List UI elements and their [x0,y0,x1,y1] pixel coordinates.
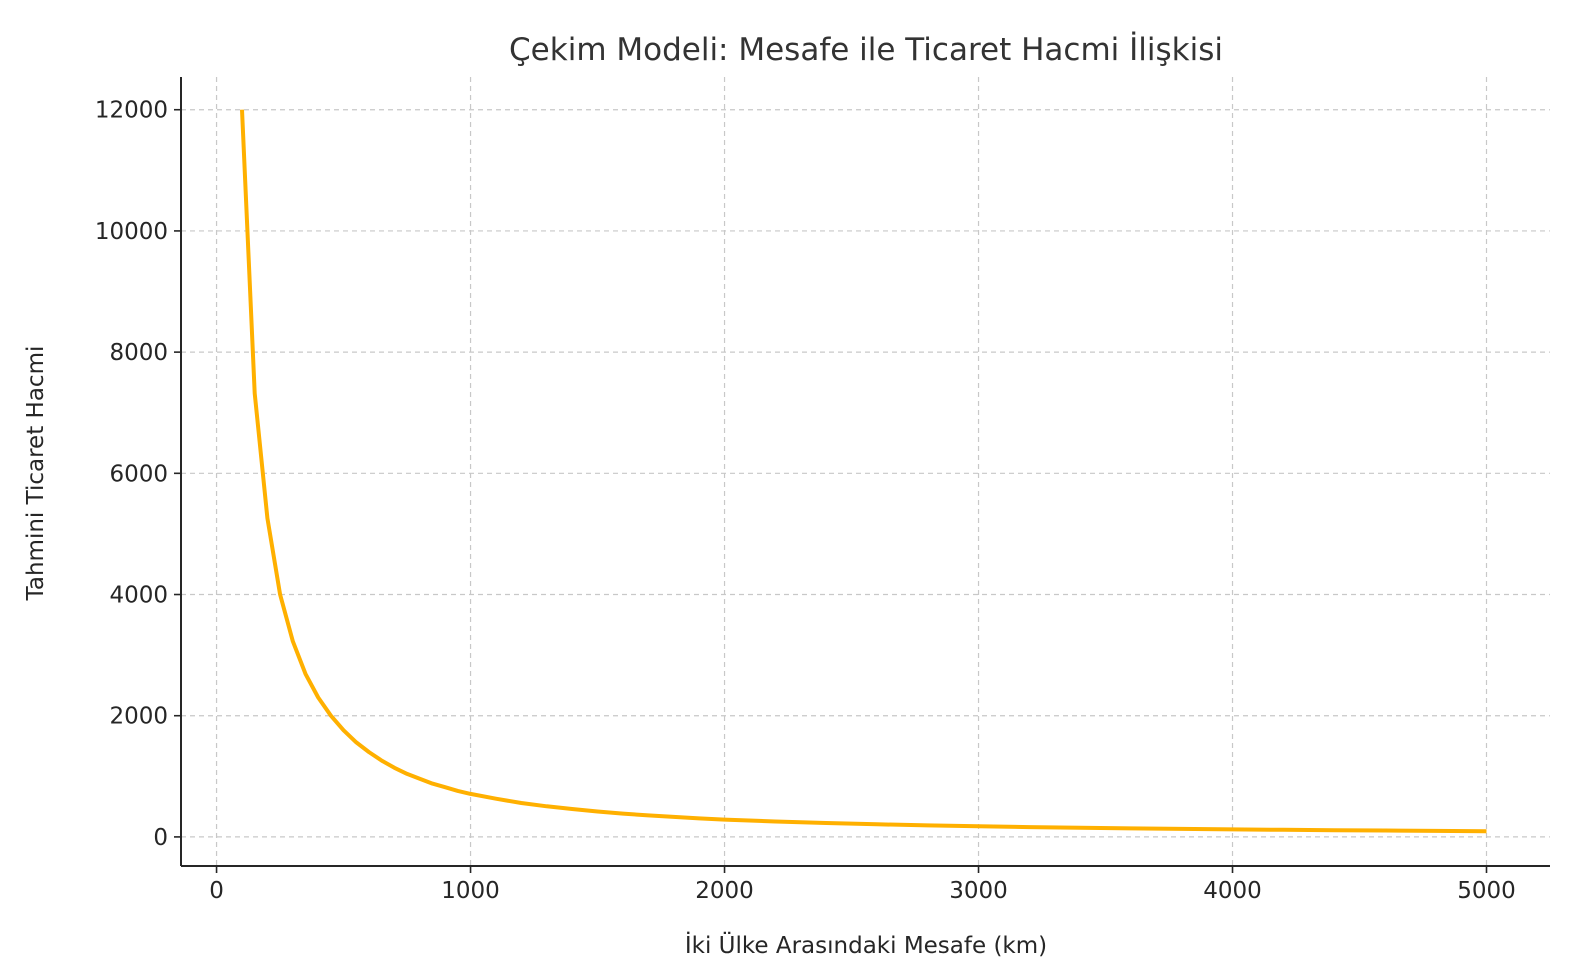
x-axis-label: İki Ülke Arasındaki Mesafe (km) [685,931,1047,959]
y-tick-label: 10000 [95,219,168,245]
y-tick-label: 2000 [109,704,168,730]
axes: 0 1000 2000 3000 4000 5000 0 2000 4000 6000 8000 10… [95,77,1550,904]
x-tick-label: 2000 [695,878,754,904]
y-axis-label: Tahmini Ticaret Hacmi [23,346,49,602]
y-tick-label: 12000 [95,98,168,124]
series-line [240,109,1487,834]
x-tick-label: 3000 [949,878,1008,904]
x-tick-label: 5000 [1457,878,1516,904]
chart-title: Çekim Modeli: Mesafe ile Ticaret Hacmi İ… [509,32,1223,68]
x-tick-label: 4000 [1203,878,1262,904]
x-tick-label: 0 [209,878,224,904]
y-tick-label: 4000 [109,583,168,609]
y-tick-label: 0 [153,825,168,851]
plot-area [240,109,1487,834]
y-tick-label: 6000 [109,461,168,487]
y-tick-label: 8000 [109,340,168,366]
x-tick-label: 1000 [441,878,500,904]
grid [181,77,1550,866]
